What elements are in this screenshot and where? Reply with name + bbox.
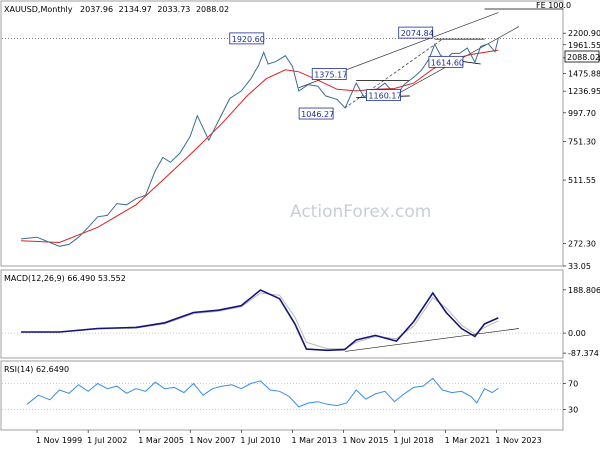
price-annotation: 1920.60 xyxy=(229,32,265,45)
price-annotation: 1375.17 xyxy=(311,68,347,80)
rsi-y-ticks: 70 30 xyxy=(563,380,578,415)
x-tick-label: 1 Nov 2007 xyxy=(189,436,235,445)
macd-y-tick-label: 188.806 xyxy=(568,286,600,295)
price-gridlines xyxy=(2,8,563,39)
price-y-tick-label: 272.30 xyxy=(568,240,596,249)
macd-panel-frame xyxy=(0,269,564,359)
price-y-tick-label: 751.30 xyxy=(568,137,596,146)
macd-line xyxy=(21,289,499,352)
price-annotation: 1160.17 xyxy=(366,89,402,102)
x-tick-label: 1 Jul 2010 xyxy=(240,436,280,445)
price-annotation-text: 1160.17 xyxy=(368,92,401,101)
price-annotations: 1920.60 1375.17 1046.27 1160.17 2074.84 1614.… xyxy=(229,26,464,120)
price-annotation-box xyxy=(366,89,401,102)
macd-y-tick-label: -87.374 xyxy=(568,349,599,358)
macd-y-tick-label: 0.00 xyxy=(568,329,586,338)
price-annotation: 2074.84 xyxy=(398,26,434,39)
x-tick-label: 1 Nov 2023 xyxy=(496,436,542,445)
price-annotation-box xyxy=(311,68,347,80)
price-y-tick-label: 997.70 xyxy=(568,109,596,118)
x-tick-label: 1 Mar 2021 xyxy=(445,436,491,445)
price-line xyxy=(21,38,499,247)
price-annotation-box xyxy=(398,26,434,39)
x-axis: 1 Nov 1999 1 Jul 2002 1 Mar 2005 1 Nov 2007… xyxy=(36,430,542,445)
fe-label: FE 100.0 xyxy=(536,1,571,10)
macd-panel: MACD(12,26,9) 66.490 53.552 188.806 0.00 -… xyxy=(0,269,600,359)
macd-lines xyxy=(2,289,563,352)
x-tick-label: 1 Nov 1999 xyxy=(36,436,82,445)
price-annotation-text: 2074.84 xyxy=(401,29,434,38)
x-tick-label: 1 Nov 2015 xyxy=(342,436,388,445)
price-annotation-box xyxy=(229,32,265,45)
rsi-panel-frame xyxy=(0,360,564,431)
x-tick-label: 1 Mar 2005 xyxy=(138,436,184,445)
macd-panel-title: MACD(12,26,9) 66.490 53.552 xyxy=(4,274,126,283)
price-ohlc-close: 2088.02 xyxy=(196,5,229,14)
price-panel-title: XAUUSD,Monthly 2037.96 2134.97 2033.73 2… xyxy=(4,5,229,14)
price-y-tick-label: 511.55 xyxy=(568,176,596,185)
rsi-y-tick-label: 30 xyxy=(568,406,578,415)
rsi-line xyxy=(26,377,499,408)
sma-line xyxy=(21,49,499,244)
price-annotation-text: 1375.17 xyxy=(314,71,347,80)
price-title-symbol: XAUUSD,Monthly xyxy=(4,5,73,14)
price-annotation-box xyxy=(428,55,464,68)
x-tick-label: 1 Jul 2002 xyxy=(87,436,127,445)
price-annotation-text: 1614.60 xyxy=(431,58,464,67)
macd-y-ticks: 188.806 0.00 -87.374 xyxy=(563,286,600,358)
price-ohlc-open: 2037.96 xyxy=(80,5,113,14)
rsi-panel-title: RSI(14) 62.6490 xyxy=(4,365,69,374)
rsi-panel: RSI(14) 62.6490 70 30 xyxy=(0,360,578,431)
price-y-tick-label: 1961.55 xyxy=(568,41,600,50)
rsi-y-tick-label: 70 xyxy=(568,380,578,389)
x-tick-label: 1 Mar 2013 xyxy=(291,436,337,445)
rsi-lines xyxy=(2,377,563,410)
price-y-tick-label: 1475.88 xyxy=(568,69,600,78)
price-ohlc-low: 2033.73 xyxy=(157,5,190,14)
price-lines xyxy=(21,12,520,247)
price-annotation-box xyxy=(298,107,334,120)
price-annotation-text: 1046.27 xyxy=(301,110,334,119)
x-tick-label: 1 Jul 2018 xyxy=(394,436,434,445)
price-y-tick-label: 33.05 xyxy=(568,262,591,271)
current-price-text: 2088.02 xyxy=(567,53,600,62)
price-annotation: 1046.27 xyxy=(298,107,334,120)
watermark: ActionForex.com xyxy=(290,202,431,222)
macd-signal-line xyxy=(21,292,499,350)
price-y-tick-label: 1236.95 xyxy=(568,87,600,96)
price-ohlc-high: 2134.97 xyxy=(119,5,152,14)
macd-trendline xyxy=(345,328,520,352)
price-annotation-text: 1920.60 xyxy=(232,35,265,44)
current-price-label: 2088.02 xyxy=(564,50,600,63)
price-panel-frame xyxy=(0,0,564,267)
price-panel: XAUUSD,Monthly 2037.96 2134.97 2033.73 2… xyxy=(0,0,600,271)
price-y-tick-label: 2200.90 xyxy=(568,29,600,38)
price-annotation: 1614.60 xyxy=(428,55,464,68)
fe-label-text: FE 100.0 xyxy=(536,1,571,10)
current-price-box xyxy=(564,50,600,63)
